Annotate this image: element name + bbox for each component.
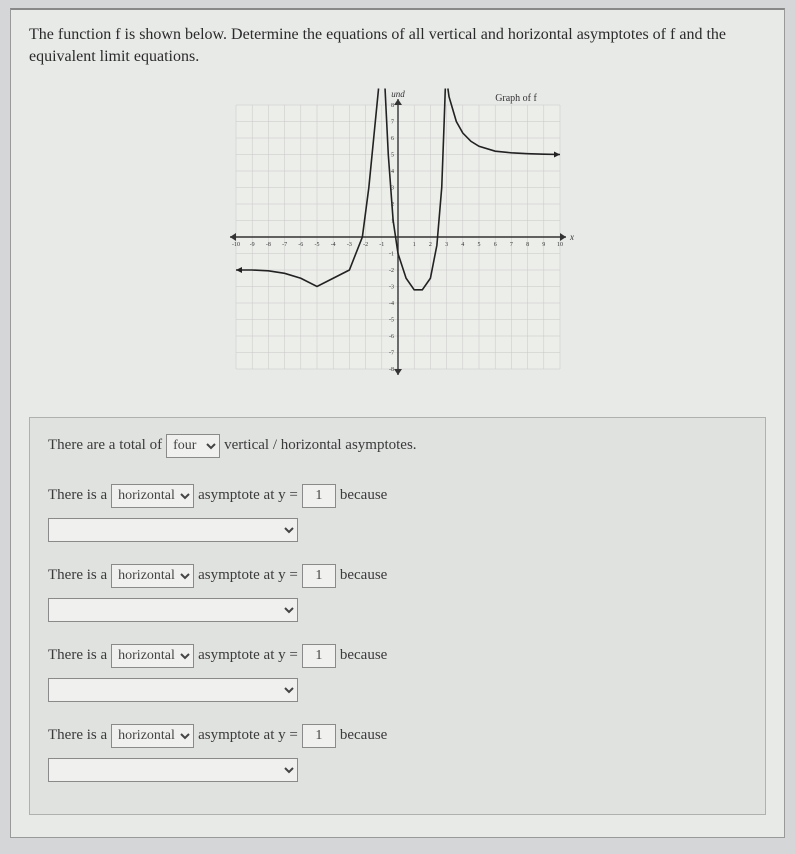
- chart-container: -10 -9 -8 -7 -6 -5 -4 -3 -2 -1 1 2 3 4 5 6 7 8 9 10 -8 -7 -6 -5…: [29, 87, 766, 387]
- svg-text:1: 1: [412, 242, 415, 248]
- asymptote-row-2: There is ahorizontalverticalasymptote at…: [48, 644, 747, 668]
- svg-text:x: x: [569, 232, 574, 242]
- row-prefix: There is a: [48, 647, 107, 664]
- type-select-2[interactable]: horizontalvertical: [111, 644, 194, 668]
- asymptote-row-0: There is ahorizontalverticalasymptote at…: [48, 484, 747, 508]
- svg-text:-3: -3: [389, 284, 394, 290]
- svg-text:-6: -6: [389, 334, 394, 340]
- row-after: because: [340, 727, 387, 744]
- svg-text:2: 2: [428, 242, 431, 248]
- row-after: because: [340, 487, 387, 504]
- svg-text:4: 4: [461, 242, 464, 248]
- asymptote-row-3: There is ahorizontalverticalasymptote at…: [48, 724, 747, 748]
- value-input-2[interactable]: [302, 644, 336, 668]
- svg-text:4: 4: [391, 169, 394, 175]
- value-input-0[interactable]: [302, 484, 336, 508]
- svg-text:9: 9: [542, 242, 545, 248]
- svg-text:7: 7: [391, 119, 394, 125]
- row-prefix: There is a: [48, 487, 107, 504]
- svg-text:10: 10: [557, 242, 563, 248]
- reason-row-0: [48, 518, 747, 542]
- svg-text:-9: -9: [249, 242, 254, 248]
- type-select-1[interactable]: horizontalvertical: [111, 564, 194, 588]
- reason-row-1: [48, 598, 747, 622]
- function-graph: -10 -9 -8 -7 -6 -5 -4 -3 -2 -1 1 2 3 4 5 6 7 8 9 10 -8 -7 -6 -5…: [218, 87, 578, 387]
- asymptote-row-1: There is ahorizontalverticalasymptote at…: [48, 564, 747, 588]
- row-mid: asymptote at y =: [198, 727, 298, 744]
- row-prefix: There is a: [48, 567, 107, 584]
- svg-text:-4: -4: [389, 301, 394, 307]
- question-text: The function f is shown below. Determine…: [29, 24, 766, 69]
- svg-text:Graph of f: Graph of f: [495, 93, 537, 104]
- row-mid: asymptote at y =: [198, 647, 298, 664]
- type-select-0[interactable]: horizontalvertical: [111, 484, 194, 508]
- svg-text:-2: -2: [363, 242, 368, 248]
- reason-select-0[interactable]: [48, 518, 298, 542]
- row-after: because: [340, 647, 387, 664]
- row-mid: asymptote at y =: [198, 567, 298, 584]
- svg-text:-8: -8: [265, 242, 270, 248]
- svg-text:-7: -7: [389, 350, 394, 356]
- reason-select-2[interactable]: [48, 678, 298, 702]
- svg-text:3: 3: [445, 242, 448, 248]
- svg-text:-3: -3: [346, 242, 351, 248]
- svg-text:-8: -8: [389, 367, 394, 373]
- answer-block: There are a total of onetwothreefourfive…: [29, 417, 766, 815]
- svg-text:-5: -5: [314, 242, 319, 248]
- row-after: because: [340, 567, 387, 584]
- svg-text:7: 7: [509, 242, 512, 248]
- svg-text:und: und: [391, 89, 405, 99]
- svg-text:-1: -1: [389, 251, 394, 257]
- row-mid: asymptote at y =: [198, 487, 298, 504]
- row-prefix: There is a: [48, 727, 107, 744]
- total-suffix: vertical / horizontal asymptotes.: [224, 437, 416, 454]
- type-select-3[interactable]: horizontalvertical: [111, 724, 194, 748]
- total-row: There are a total of onetwothreefourfive…: [48, 434, 747, 458]
- svg-text:5: 5: [477, 242, 480, 248]
- reason-row-3: [48, 758, 747, 782]
- svg-text:-6: -6: [298, 242, 303, 248]
- svg-text:8: 8: [526, 242, 529, 248]
- svg-text:6: 6: [391, 136, 394, 142]
- total-select[interactable]: onetwothreefourfive: [166, 434, 220, 458]
- question-page: The function f is shown below. Determine…: [10, 8, 785, 838]
- value-input-1[interactable]: [302, 564, 336, 588]
- svg-text:-10: -10: [232, 242, 240, 248]
- svg-text:-7: -7: [282, 242, 287, 248]
- value-input-3[interactable]: [302, 724, 336, 748]
- reason-select-1[interactable]: [48, 598, 298, 622]
- total-prefix: There are a total of: [48, 437, 162, 454]
- svg-text:-1: -1: [379, 242, 384, 248]
- svg-text:5: 5: [391, 152, 394, 158]
- svg-text:8: 8: [391, 103, 394, 109]
- svg-text:6: 6: [493, 242, 496, 248]
- reason-row-2: [48, 678, 747, 702]
- svg-text:-4: -4: [330, 242, 335, 248]
- svg-text:-2: -2: [389, 268, 394, 274]
- svg-text:-5: -5: [389, 317, 394, 323]
- reason-select-3[interactable]: [48, 758, 298, 782]
